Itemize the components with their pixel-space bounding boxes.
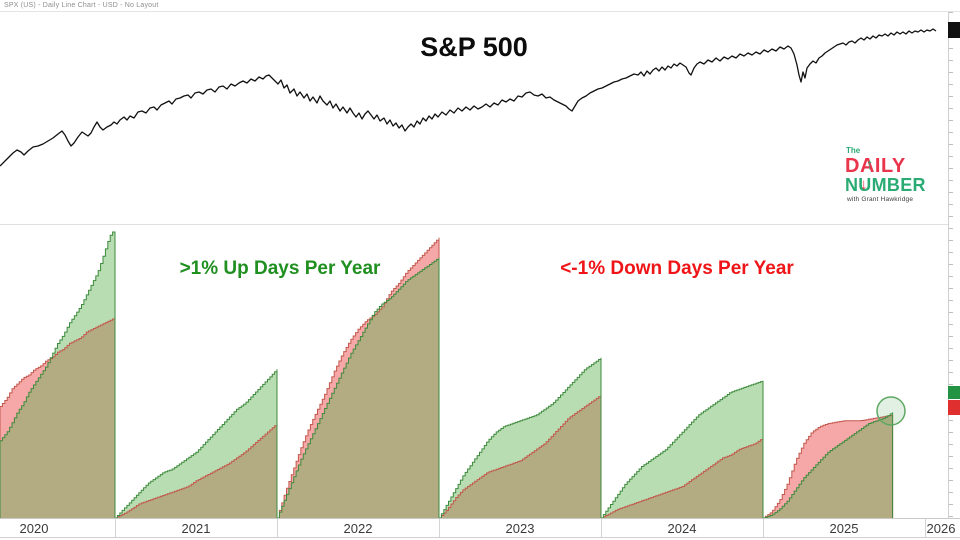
up-days-outline: [601, 380, 764, 519]
year-separator: [115, 519, 116, 537]
up-days-outline: [277, 257, 440, 519]
year-label-2020: 2020: [19, 521, 49, 536]
up-days-label: >1% Up Days Per Year: [179, 258, 381, 279]
year-separator: [439, 519, 440, 537]
up-days-outline: [0, 231, 116, 518]
overlap-area: [763, 415, 893, 518]
overlap-area: [0, 317, 115, 518]
logo-the-text: The: [846, 146, 861, 155]
chart-title: S&P 500: [420, 32, 528, 62]
year-separator: [925, 519, 926, 537]
logo-number-text: NUMBER ↓: [845, 175, 926, 195]
down-days-outline: [115, 423, 278, 519]
logo-tagline: with Grant Hawkridge: [847, 196, 914, 203]
time-axis[interactable]: 2020 2021 2022 2023 2024 2025 2026: [0, 518, 960, 538]
year-label-2025: 2025: [829, 521, 859, 536]
year-separator: [763, 519, 764, 537]
price-axis[interactable]: [948, 0, 960, 518]
up-arrow-icon: ↑: [866, 156, 874, 173]
toolbar[interactable]: SPX (US) - Daily Line Chart - USD - No L…: [0, 0, 960, 12]
symbol-breadcrumb: SPX (US) - Daily Line Chart - USD - No L…: [4, 2, 159, 9]
year-label-2023: 2023: [505, 521, 535, 536]
down-arrow-icon: ↓: [860, 176, 868, 193]
down-days-outline: [277, 237, 440, 519]
sp500-price-line: [0, 28, 937, 167]
down-days-outline: [0, 317, 116, 518]
up-count-badge: [948, 386, 960, 399]
year-label-2021: 2021: [181, 521, 211, 536]
year-label-2022: 2022: [343, 521, 373, 536]
logo-daily-text: DAILY ↑: [845, 155, 906, 177]
overlap-area: [439, 395, 601, 518]
up-days-outline: [115, 369, 278, 519]
last-price-badge: [948, 22, 960, 38]
year-separator: [601, 519, 602, 537]
year-label-2026: 2026: [926, 521, 956, 536]
daily-number-logo: The DAILY ↑ NUMBER ↓ with Grant Hawkridg…: [845, 147, 945, 204]
down-days-outline: [763, 415, 894, 519]
down-days-outline: [439, 395, 602, 519]
latest-point-highlight: [876, 396, 906, 426]
year-label-2024: 2024: [667, 521, 697, 536]
overlap-area: [277, 257, 439, 518]
down-count-badge: [948, 400, 960, 415]
up-days-outline: [439, 357, 602, 519]
up-days-outline: [763, 412, 894, 519]
up-down-days-chart: [0, 231, 894, 519]
year-separator: [277, 519, 278, 537]
down-days-label: <-1% Down Days Per Year: [560, 258, 794, 279]
pane-divider[interactable]: [0, 224, 948, 225]
down-days-outline: [601, 437, 764, 519]
overlap-area: [115, 423, 277, 518]
